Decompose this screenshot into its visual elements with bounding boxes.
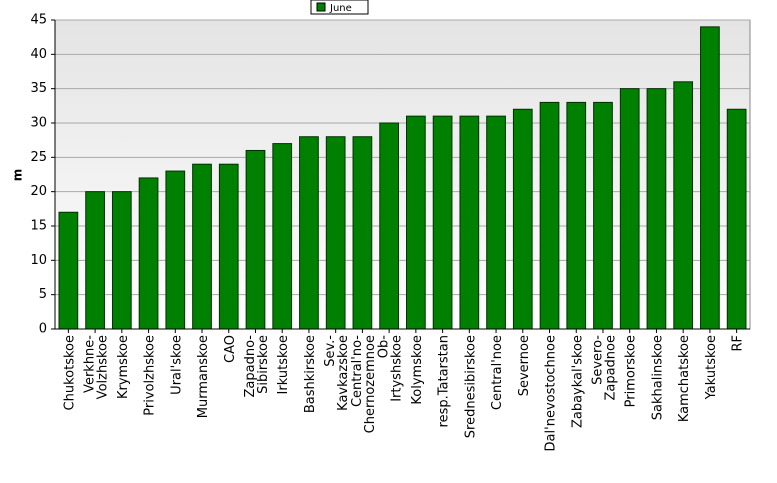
x-tick-label: Irkutskoe bbox=[276, 335, 291, 394]
x-tick-label: Srednesibirskoe bbox=[463, 335, 478, 438]
y-axis-label: m bbox=[11, 169, 25, 182]
bar bbox=[138, 177, 159, 330]
y-tick-label: 45 bbox=[30, 13, 47, 28]
bar bbox=[646, 88, 667, 330]
y-tick-label: 40 bbox=[30, 47, 47, 62]
bar bbox=[700, 26, 720, 330]
y-tick-label: 20 bbox=[30, 184, 47, 199]
x-tick-label: Chukotskoe bbox=[62, 335, 77, 410]
bar bbox=[272, 143, 293, 330]
bar bbox=[406, 115, 426, 330]
x-tick-label: Yakutskoe bbox=[704, 335, 719, 400]
bar bbox=[325, 136, 346, 330]
x-tick-label: Kamchatskoe bbox=[677, 335, 692, 422]
legend: June bbox=[310, 0, 369, 15]
legend-label: June bbox=[329, 3, 352, 14]
x-tick-label: resp.Tatarstan bbox=[437, 335, 452, 427]
bar bbox=[245, 149, 266, 330]
bar bbox=[512, 108, 533, 330]
x-tick-label: Zabaykal'skoe bbox=[570, 335, 585, 428]
x-tick-label: Krymskoe bbox=[116, 335, 131, 399]
x-tick-label: Central'noe bbox=[490, 335, 505, 410]
x-tick-label: Severnoe bbox=[517, 335, 532, 396]
bar bbox=[619, 88, 640, 330]
x-tick-label: Severo-Zapadnoe bbox=[590, 335, 618, 401]
y-tick-label: 25 bbox=[30, 150, 47, 165]
x-tick-label: RF bbox=[731, 335, 746, 352]
bar bbox=[539, 101, 560, 330]
x-tick-label: Zapadno-Sibirskoe bbox=[243, 335, 271, 398]
bar bbox=[299, 136, 319, 330]
bar bbox=[85, 191, 105, 330]
x-tick-label: Bashkirskoe bbox=[303, 335, 318, 413]
legend-swatch bbox=[316, 2, 326, 12]
y-tick-label: 5 bbox=[39, 287, 47, 302]
bar bbox=[192, 163, 212, 330]
y-tick-label: 30 bbox=[30, 116, 47, 131]
x-tick-label: Sakhalinskoe bbox=[650, 335, 665, 420]
bar bbox=[566, 101, 587, 330]
y-tick-label: 35 bbox=[30, 81, 47, 96]
bar bbox=[379, 122, 399, 330]
bar bbox=[593, 101, 613, 330]
x-tick-label: Dal'nevostochnoe bbox=[544, 335, 559, 451]
plot-area bbox=[54, 19, 751, 330]
bar bbox=[432, 115, 453, 330]
y-tick-label: 0 bbox=[39, 322, 47, 337]
x-tick-label: Kolymskoe bbox=[410, 335, 425, 405]
y-tick-label: 10 bbox=[30, 253, 47, 268]
x-tick-label: Central'no-Chernozemnoe bbox=[350, 335, 378, 434]
x-tick-label: Sev.-Kavkazskoe bbox=[323, 335, 351, 411]
bar bbox=[111, 191, 132, 330]
x-tick-label: Murmanskoe bbox=[196, 335, 211, 418]
x-tick-label: Ob-Irtyshskoe bbox=[377, 335, 405, 402]
bar bbox=[726, 108, 747, 330]
bar bbox=[673, 81, 694, 330]
bar bbox=[165, 170, 186, 330]
bar bbox=[486, 115, 506, 330]
bar bbox=[218, 163, 239, 330]
x-tick-label: Verkhne-Volzhskoe bbox=[83, 335, 111, 400]
bar bbox=[352, 136, 373, 330]
x-tick-label: Ural'skoe bbox=[169, 335, 184, 395]
x-tick-label: Privolzhskoe bbox=[143, 335, 158, 416]
bar bbox=[459, 115, 480, 330]
x-tick-label: Primorskoe bbox=[624, 335, 639, 407]
bar bbox=[58, 211, 79, 330]
x-tick-label: CAO bbox=[223, 335, 238, 363]
y-tick-label: 15 bbox=[30, 219, 47, 234]
